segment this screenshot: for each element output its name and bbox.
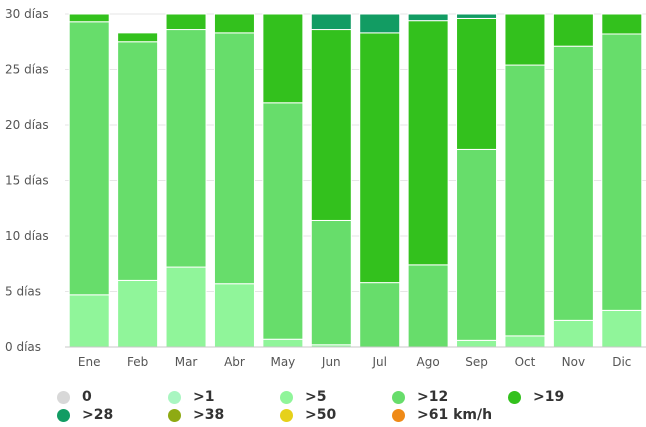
legend-color-dot <box>280 408 293 422</box>
legend-label: >1 <box>193 389 215 405</box>
legend-item[interactable]: >38 <box>168 406 224 424</box>
bar-segment[interactable] <box>601 33 643 311</box>
bar-segment[interactable] <box>456 13 498 19</box>
bar-segment[interactable] <box>504 64 546 337</box>
bar-segment[interactable] <box>117 279 159 348</box>
y-tick-label: 10 días <box>5 229 49 243</box>
chart: 0 días 5 días 10 días 15 días 20 días 25 días… <box>5 7 646 369</box>
bar-segment[interactable] <box>310 13 352 31</box>
legend-label: >61 km/h <box>417 407 493 423</box>
legend-color-dot <box>392 408 405 422</box>
bar-segment[interactable] <box>552 13 594 47</box>
legend-item[interactable]: >28 <box>57 406 113 424</box>
bar-segment[interactable] <box>310 219 352 346</box>
grid-lines <box>65 13 646 292</box>
y-tick-label: 0 días <box>5 340 41 354</box>
bar-segment[interactable] <box>117 41 159 281</box>
bar-segment[interactable] <box>407 264 449 348</box>
x-tick-label: Ene <box>78 355 101 369</box>
legend-item[interactable]: >19 <box>508 388 564 406</box>
bar-segment[interactable] <box>68 13 110 23</box>
bar-segment[interactable] <box>262 13 304 104</box>
x-tick-label: Jul <box>371 355 386 369</box>
bar-segment[interactable] <box>68 294 110 348</box>
bar-segment[interactable] <box>117 32 159 43</box>
legend-color-dot <box>508 390 521 404</box>
legend-item[interactable]: >61 km/h <box>392 406 492 424</box>
x-tick-label: Oct <box>515 355 536 369</box>
bar-segment[interactable] <box>359 282 401 348</box>
bar-segment[interactable] <box>456 17 498 150</box>
bar-segment[interactable] <box>407 13 449 22</box>
legend-label: >12 <box>417 389 449 405</box>
bar-segment[interactable] <box>262 338 304 348</box>
x-tick-label: Dic <box>612 355 631 369</box>
bar-segment[interactable] <box>310 29 352 221</box>
x-tick-label: Feb <box>127 355 148 369</box>
legend-color-dot <box>57 390 70 404</box>
bar-segment[interactable] <box>213 13 255 34</box>
legend-label: >5 <box>305 389 327 405</box>
bar-segment[interactable] <box>504 13 546 66</box>
bar-segment[interactable] <box>165 266 207 348</box>
bar-segment[interactable] <box>213 32 255 285</box>
x-tick-label: May <box>270 355 295 369</box>
legend-color-dot <box>168 408 181 422</box>
legend-item[interactable]: >50 <box>280 406 336 424</box>
legend-item[interactable]: >5 <box>280 388 326 406</box>
legend-label: >50 <box>305 407 337 423</box>
x-tick-label: Jun <box>321 355 341 369</box>
bar-segment[interactable] <box>407 20 449 266</box>
bar-segment[interactable] <box>68 21 110 296</box>
y-tick-label: 5 días <box>5 285 41 299</box>
x-tick-label: Nov <box>562 355 585 369</box>
legend: 0 >1 >5 >12 >19 >28 >38 >50 >61 km/h <box>0 388 646 427</box>
bar-segment[interactable] <box>601 309 643 348</box>
y-tick-label: 15 días <box>5 174 49 188</box>
x-axis-labels: Ene Feb Mar Abr May Jun Jul Ago Sep Oct Nov Dic <box>78 355 631 369</box>
bar-segment[interactable] <box>601 13 643 35</box>
bar-segment[interactable] <box>456 148 498 341</box>
bar-segment[interactable] <box>359 13 401 34</box>
y-tick-label: 20 días <box>5 118 49 132</box>
legend-color-dot <box>168 390 181 404</box>
legend-item[interactable]: 0 <box>57 388 92 406</box>
x-tick-label: Sep <box>465 355 488 369</box>
bar-segment[interactable] <box>359 32 401 284</box>
bar-segment[interactable] <box>456 339 498 348</box>
legend-item[interactable]: >1 <box>168 388 214 406</box>
legend-color-dot <box>57 408 70 422</box>
bar-segment[interactable] <box>552 45 594 321</box>
legend-color-dot <box>280 390 293 404</box>
legend-color-dot <box>392 390 405 404</box>
bar-segment[interactable] <box>213 283 255 348</box>
y-tick-label: 30 días <box>5 7 49 21</box>
bar-segment[interactable] <box>165 13 207 31</box>
bar-segment[interactable] <box>504 335 546 348</box>
y-tick-label: 25 días <box>5 63 49 77</box>
bar-segment[interactable] <box>552 319 594 348</box>
legend-item[interactable]: >12 <box>392 388 448 406</box>
x-tick-label: Abr <box>224 355 245 369</box>
y-axis-labels: 0 días 5 días 10 días 15 días 20 días 25 días… <box>5 7 49 354</box>
legend-label: >38 <box>193 407 225 423</box>
bars <box>68 13 643 348</box>
x-tick-label: Ago <box>417 355 440 369</box>
legend-label: >19 <box>533 389 565 405</box>
legend-label: 0 <box>82 389 92 405</box>
legend-label: >28 <box>82 407 114 423</box>
x-tick-label: Mar <box>175 355 198 369</box>
bar-segment[interactable] <box>262 102 304 340</box>
bar-segment[interactable] <box>165 29 207 268</box>
